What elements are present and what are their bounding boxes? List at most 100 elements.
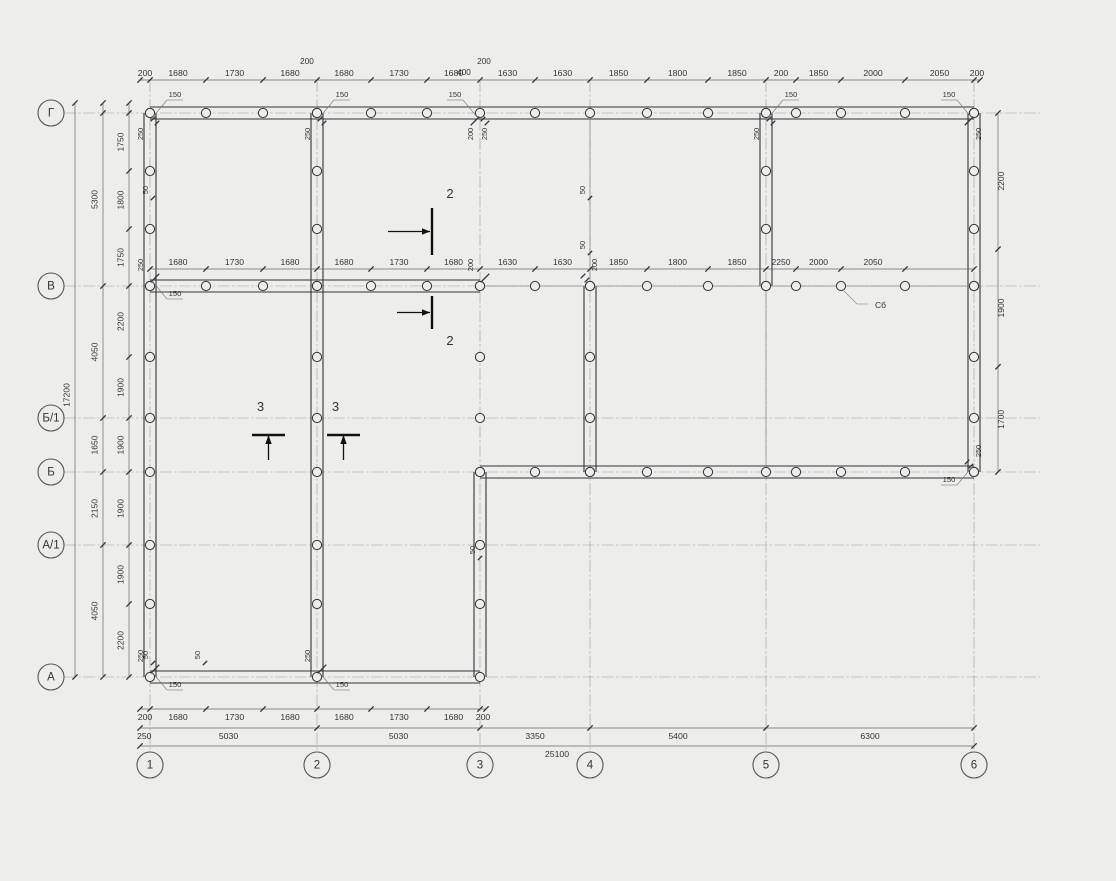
svg-text:1850: 1850 (728, 257, 747, 267)
svg-text:1750: 1750 (116, 132, 126, 151)
svg-text:2200: 2200 (116, 312, 126, 331)
svg-text:1680: 1680 (281, 257, 300, 267)
svg-text:250: 250 (974, 445, 983, 457)
svg-text:1850: 1850 (609, 68, 628, 78)
svg-text:250: 250 (136, 128, 145, 140)
svg-text:4050: 4050 (90, 342, 100, 361)
svg-text:1680: 1680 (335, 257, 354, 267)
svg-text:50: 50 (578, 241, 587, 249)
svg-text:200: 200 (970, 68, 985, 78)
svg-text:1800: 1800 (668, 68, 687, 78)
svg-text:1680: 1680 (334, 712, 353, 722)
svg-text:2: 2 (446, 186, 453, 201)
svg-text:1680: 1680 (168, 68, 187, 78)
svg-text:6300: 6300 (860, 731, 879, 741)
svg-text:1900: 1900 (116, 435, 126, 454)
svg-text:1800: 1800 (116, 190, 126, 209)
svg-text:17200: 17200 (62, 383, 72, 407)
svg-text:1900: 1900 (116, 565, 126, 584)
svg-text:1900: 1900 (116, 499, 126, 518)
svg-text:1800: 1800 (668, 257, 687, 267)
svg-text:5030: 5030 (389, 731, 408, 741)
svg-text:50: 50 (468, 546, 477, 554)
svg-text:А/1: А/1 (42, 540, 59, 552)
svg-text:50: 50 (141, 186, 150, 194)
svg-text:Сб: Сб (875, 300, 886, 310)
svg-text:1680: 1680 (168, 712, 187, 722)
svg-text:150: 150 (943, 475, 956, 484)
svg-text:200: 200 (476, 712, 491, 722)
svg-text:1730: 1730 (389, 712, 408, 722)
svg-text:250: 250 (480, 128, 489, 140)
svg-text:2150: 2150 (90, 499, 100, 518)
svg-text:3: 3 (257, 399, 264, 414)
svg-text:1: 1 (147, 760, 153, 772)
svg-text:150: 150 (449, 90, 462, 99)
svg-text:150: 150 (336, 680, 349, 689)
svg-text:1730: 1730 (389, 68, 408, 78)
svg-text:1680: 1680 (280, 68, 299, 78)
svg-text:250: 250 (137, 731, 152, 741)
svg-text:1730: 1730 (225, 68, 244, 78)
svg-text:250: 250 (136, 259, 145, 271)
svg-text:250: 250 (303, 650, 312, 662)
svg-text:1630: 1630 (553, 257, 572, 267)
svg-text:1630: 1630 (498, 68, 517, 78)
svg-text:1680: 1680 (280, 712, 299, 722)
svg-text:50: 50 (578, 186, 587, 194)
svg-text:1680: 1680 (334, 68, 353, 78)
svg-text:5400: 5400 (668, 731, 687, 741)
svg-text:А: А (47, 672, 55, 684)
svg-text:2200: 2200 (996, 171, 1006, 190)
svg-text:2: 2 (314, 760, 320, 772)
svg-text:1730: 1730 (225, 712, 244, 722)
svg-text:1730: 1730 (390, 257, 409, 267)
svg-text:1850: 1850 (727, 68, 746, 78)
svg-text:200: 200 (466, 128, 475, 140)
svg-text:50: 50 (193, 651, 202, 659)
svg-text:1900: 1900 (996, 298, 1006, 317)
svg-text:200: 200 (466, 259, 475, 271)
svg-text:3: 3 (332, 399, 339, 414)
svg-text:1650: 1650 (90, 435, 100, 454)
svg-text:200: 200 (138, 712, 153, 722)
svg-text:2050: 2050 (930, 68, 949, 78)
svg-text:25100: 25100 (545, 749, 569, 759)
svg-text:6: 6 (971, 760, 977, 772)
svg-text:1680: 1680 (444, 257, 463, 267)
svg-text:50: 50 (141, 651, 150, 659)
svg-text:200: 200 (477, 57, 491, 66)
svg-text:2250: 2250 (772, 257, 791, 267)
svg-text:250: 250 (303, 128, 312, 140)
svg-text:150: 150 (785, 90, 798, 99)
svg-text:1630: 1630 (498, 257, 517, 267)
svg-text:1750: 1750 (116, 248, 126, 267)
svg-text:150: 150 (169, 680, 182, 689)
svg-text:250: 250 (974, 128, 983, 140)
svg-text:5030: 5030 (219, 731, 238, 741)
svg-text:1700: 1700 (996, 410, 1006, 429)
svg-text:2200: 2200 (116, 631, 126, 650)
svg-text:4: 4 (587, 760, 594, 772)
svg-text:250: 250 (752, 128, 761, 140)
svg-text:В: В (47, 281, 55, 293)
svg-text:200: 200 (590, 259, 599, 271)
svg-text:2000: 2000 (863, 68, 882, 78)
svg-text:200: 200 (300, 57, 314, 66)
svg-text:4050: 4050 (90, 601, 100, 620)
svg-text:2: 2 (446, 333, 453, 348)
svg-text:2050: 2050 (864, 257, 883, 267)
svg-text:150: 150 (336, 90, 349, 99)
svg-text:400: 400 (457, 68, 471, 77)
svg-text:3: 3 (477, 760, 483, 772)
svg-text:1900: 1900 (116, 378, 126, 397)
svg-text:Г: Г (48, 108, 55, 120)
svg-text:200: 200 (138, 68, 153, 78)
svg-text:Б: Б (47, 467, 55, 479)
svg-text:3350: 3350 (525, 731, 544, 741)
svg-text:1680: 1680 (169, 257, 188, 267)
svg-text:150: 150 (169, 90, 182, 99)
svg-text:Б/1: Б/1 (42, 413, 59, 425)
svg-text:2000: 2000 (809, 257, 828, 267)
svg-text:200: 200 (774, 68, 789, 78)
